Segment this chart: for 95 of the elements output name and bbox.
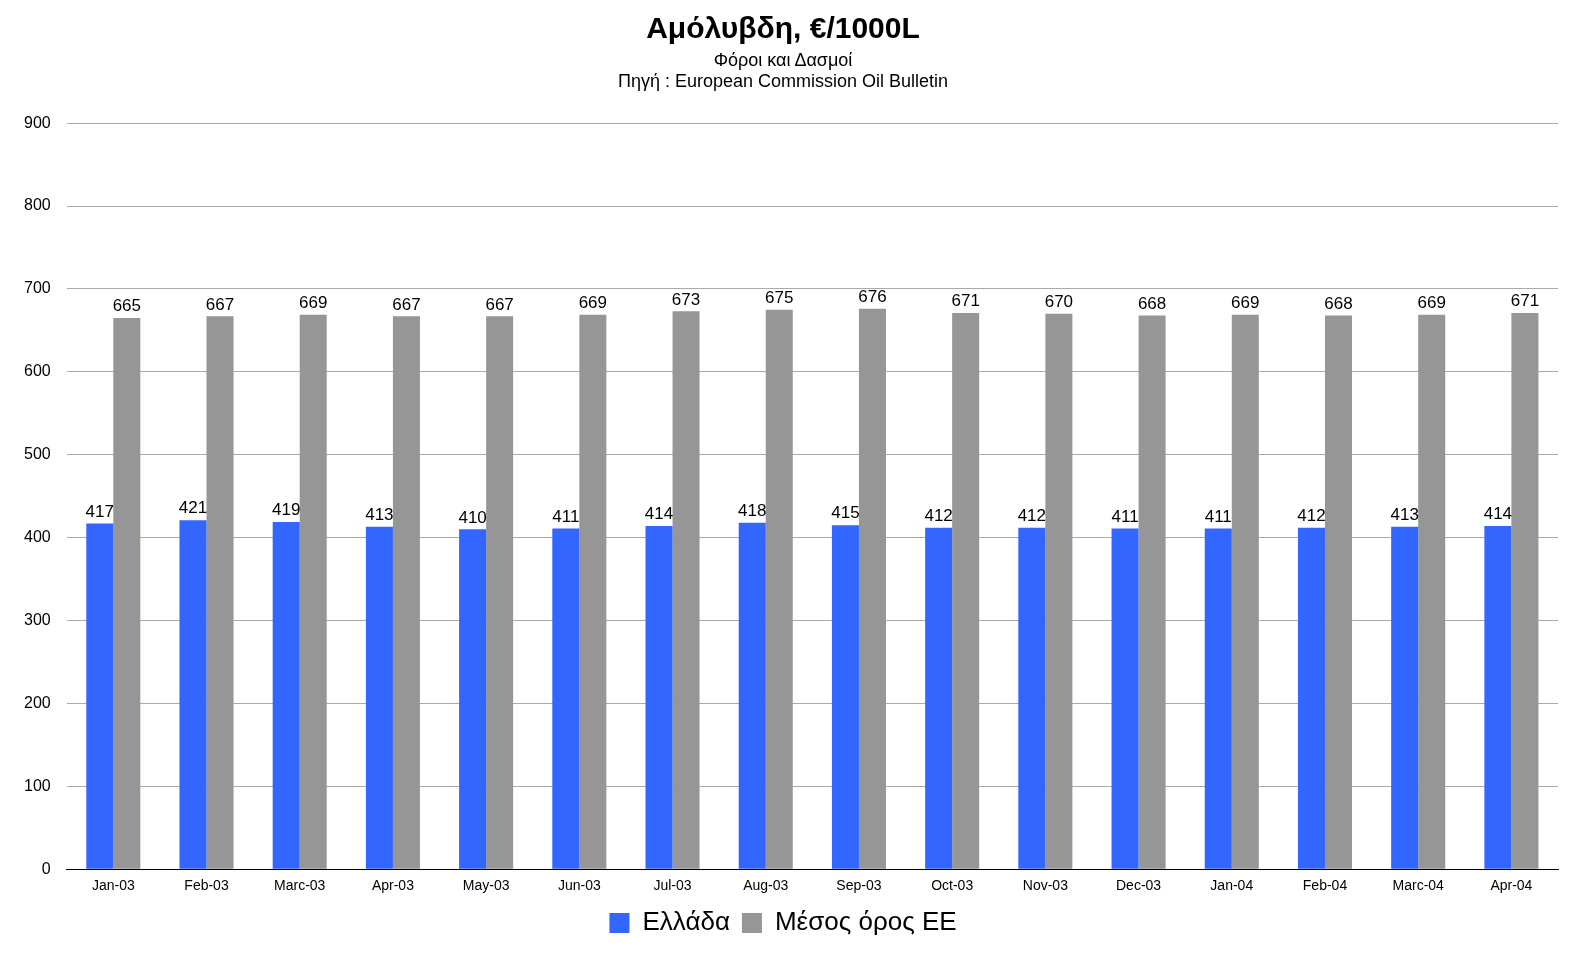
bar bbox=[1297, 527, 1325, 869]
data-label: 668 bbox=[1324, 293, 1353, 313]
bar bbox=[1018, 527, 1046, 869]
chart-subtitle: Φόροι και Δασμοί bbox=[713, 49, 853, 70]
data-label: 414 bbox=[1483, 504, 1513, 524]
data-label: 412 bbox=[1297, 505, 1326, 525]
data-label: 668 bbox=[1137, 293, 1167, 313]
y-tick-label: 500 bbox=[23, 445, 51, 463]
bar bbox=[765, 309, 793, 869]
y-tick-label: 100 bbox=[23, 776, 51, 794]
data-label: 411 bbox=[1204, 506, 1232, 526]
data-label: 667 bbox=[392, 294, 421, 314]
y-tick-label: 600 bbox=[23, 362, 51, 380]
bar bbox=[1511, 313, 1539, 869]
data-label: 414 bbox=[644, 504, 674, 524]
x-tick-label: Apr-03 bbox=[371, 877, 415, 894]
y-tick-label: 700 bbox=[23, 279, 51, 297]
y-tick-label: 800 bbox=[23, 196, 51, 214]
bar bbox=[179, 520, 207, 869]
x-tick-label: Jan-04 bbox=[1210, 877, 1254, 894]
data-label: 671 bbox=[951, 291, 980, 311]
data-label: 665 bbox=[112, 296, 141, 316]
bar bbox=[113, 317, 141, 869]
bar bbox=[645, 526, 673, 869]
data-label: 419 bbox=[272, 500, 301, 520]
bar bbox=[1231, 314, 1259, 869]
bar bbox=[1138, 315, 1166, 869]
x-tick-label: Feb-03 bbox=[184, 877, 229, 894]
y-tick-label: 200 bbox=[23, 693, 51, 711]
data-label: 676 bbox=[858, 287, 887, 307]
text: Πηγή : European Commission Oil Bulletin bbox=[617, 71, 949, 92]
data-label: 675 bbox=[765, 287, 794, 307]
x-tick-label: Jul-03 bbox=[653, 877, 692, 894]
bar bbox=[299, 314, 327, 869]
x-tick-label: Jun-03 bbox=[557, 877, 601, 894]
data-label: 411 bbox=[552, 506, 580, 526]
x-tick-label: Marc-04 bbox=[1392, 877, 1445, 894]
bar bbox=[272, 521, 300, 869]
data-label: 411 bbox=[1111, 506, 1139, 526]
data-label: 413 bbox=[1390, 505, 1419, 525]
data-label: 669 bbox=[1417, 292, 1446, 312]
bar bbox=[952, 313, 980, 869]
legend-label: Μέσος όρος ΕΕ bbox=[774, 906, 957, 937]
data-label: 413 bbox=[365, 505, 394, 525]
bar bbox=[206, 316, 234, 869]
bar bbox=[1418, 314, 1446, 869]
data-label: 667 bbox=[485, 294, 514, 314]
bar bbox=[1484, 526, 1512, 869]
data-label: 669 bbox=[1231, 292, 1260, 312]
bar bbox=[365, 526, 393, 869]
y-tick-label: 400 bbox=[23, 528, 51, 546]
bar bbox=[1324, 315, 1353, 869]
x-tick-label: Feb-04 bbox=[1302, 877, 1348, 894]
bar bbox=[831, 525, 859, 869]
x-tick-label: Nov-03 bbox=[1022, 877, 1069, 894]
y-tick-label: 300 bbox=[23, 610, 51, 628]
data-label: 418 bbox=[738, 500, 767, 520]
data-label: 410 bbox=[458, 507, 487, 527]
data-label: 670 bbox=[1044, 292, 1074, 312]
bar bbox=[86, 523, 114, 869]
data-label: 673 bbox=[671, 289, 701, 309]
data-label: 415 bbox=[831, 503, 860, 523]
legend-label: Ελλάδα bbox=[642, 906, 730, 937]
data-label: 669 bbox=[299, 292, 328, 312]
x-tick-label: Oct-03 bbox=[931, 877, 974, 894]
data-label: 667 bbox=[205, 294, 235, 314]
bar bbox=[1111, 528, 1139, 869]
bar bbox=[459, 529, 487, 869]
data-label: 412 bbox=[1017, 505, 1047, 525]
x-tick-label: Jan-03 bbox=[91, 877, 135, 894]
bar bbox=[579, 314, 607, 869]
bar bbox=[1391, 526, 1419, 869]
x-tick-label: Dec-03 bbox=[1116, 877, 1162, 894]
bar bbox=[1204, 528, 1232, 869]
bar bbox=[392, 316, 420, 869]
bar bbox=[925, 527, 953, 869]
bar bbox=[486, 316, 514, 869]
bar bbox=[552, 528, 580, 869]
data-label: 421 bbox=[178, 498, 208, 518]
chart-title: Αμόλυβδη, €/1000L bbox=[646, 11, 920, 45]
x-tick-label: May-03 bbox=[462, 877, 510, 894]
y-tick-label: 0 bbox=[41, 859, 51, 877]
bar bbox=[672, 311, 700, 869]
data-label: 669 bbox=[578, 292, 608, 312]
bar bbox=[738, 522, 766, 869]
bar bbox=[1045, 313, 1073, 869]
x-tick-label: Marc-03 bbox=[274, 877, 326, 894]
data-label: 412 bbox=[924, 505, 953, 525]
bar bbox=[858, 308, 886, 869]
x-tick-label: Apr-04 bbox=[1490, 877, 1533, 894]
x-tick-label: Sep-03 bbox=[836, 877, 882, 894]
y-tick-label: 900 bbox=[23, 113, 51, 131]
data-label: 671 bbox=[1510, 291, 1540, 311]
x-tick-label: Aug-03 bbox=[743, 877, 789, 894]
data-label: 417 bbox=[85, 501, 114, 521]
